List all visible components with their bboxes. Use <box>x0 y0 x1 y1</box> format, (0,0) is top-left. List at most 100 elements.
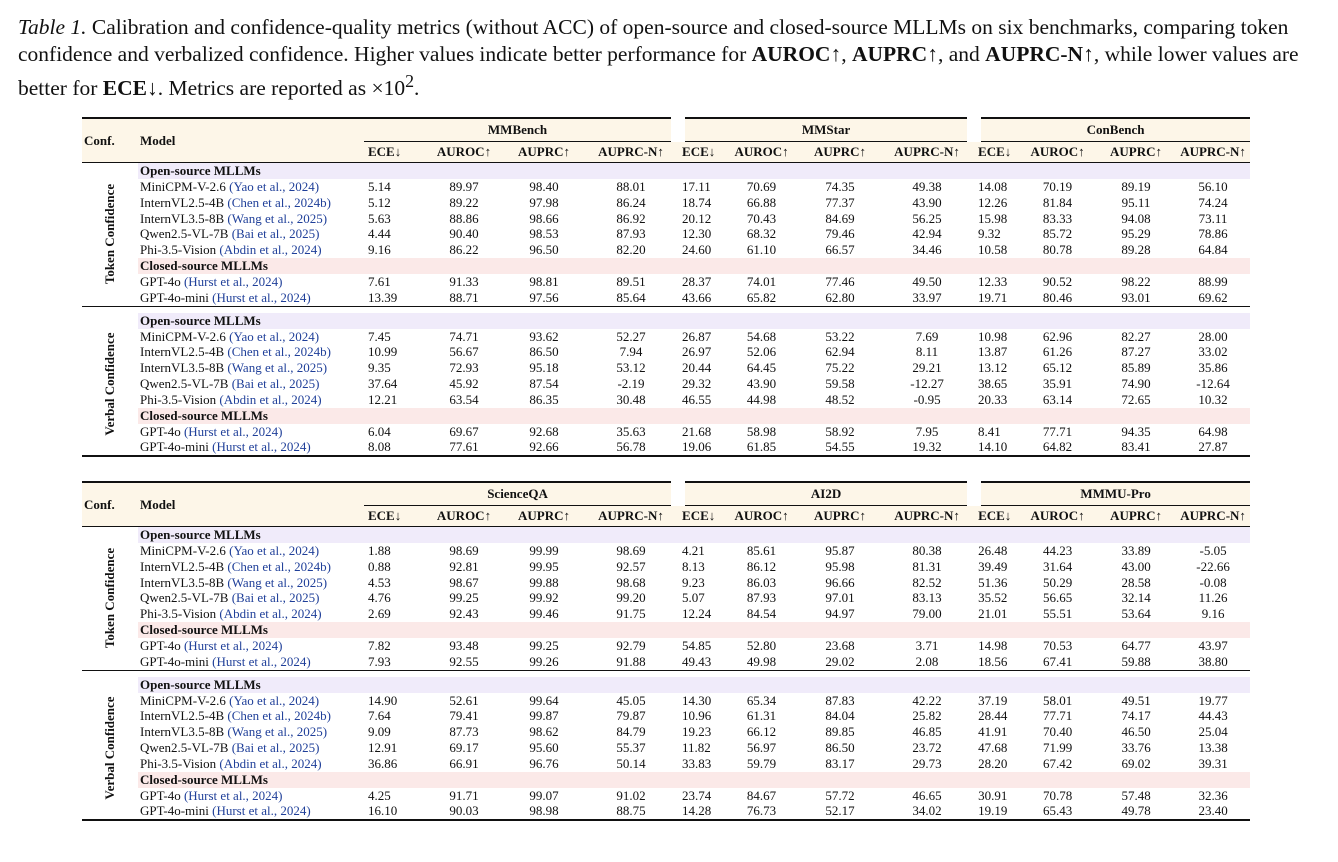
value-cell: -0.08 <box>1199 574 1227 590</box>
value-cell: 98.62 <box>529 724 559 740</box>
value-cell: 69.67 <box>449 423 479 439</box>
model-cell: Phi-3.5-Vision (Abdin et al., 2024) <box>138 392 364 408</box>
value-cell: 91.88 <box>584 653 679 671</box>
value-cell: 64.82 <box>1019 439 1097 458</box>
citation-link[interactable]: (Abdin et al., 2024) <box>219 242 322 258</box>
citation-link[interactable]: (Yao et al., 2024) <box>229 328 320 344</box>
value-cell: 66.12 <box>746 724 777 740</box>
model-cell: InternVL2.5-4B (Chen et al., 2024b) <box>138 559 364 575</box>
metric-header-row: ECE↓ AUROC↑ AUPRC↑ AUPRC-N↑ ECE↓ AUROC↑ AUPRC↑… <box>82 141 1251 163</box>
conf-cell: Verbal Confidence <box>82 676 138 822</box>
citation-link[interactable]: (Hurst et al., 2024) <box>212 653 311 669</box>
caption-segment: , while lower values are better for <box>18 42 1299 101</box>
metric-header-row: ECE↓ AUROC↑ AUPRC↑ AUPRC-N↑ ECE↓ AUROC↑ AUPRC↑… <box>82 505 1251 527</box>
table-row: InternVL2.5-4B (Chen et al., 2024b) 0.88 9… <box>82 559 1250 575</box>
value-cell: 76.73 <box>723 803 801 822</box>
table-row: MiniCPM-V-2.6 (Yao et al., 2024) 1.88 98.6… <box>82 543 1250 559</box>
citation-link[interactable]: (Hurst et al., 2024) <box>212 803 311 819</box>
section-row-closed: Closed-source MLLMs <box>82 407 1251 424</box>
metric-header: ECE↓ <box>678 141 724 163</box>
value-cell: 88.86 <box>449 210 479 226</box>
model-cell: Phi-3.5-Vision (Abdin et al., 2024) <box>138 756 364 772</box>
conf-header: Conf. <box>82 117 138 163</box>
value-cell: 91.75 <box>616 606 646 622</box>
benchmark-header: MMMU-Pro <box>974 481 1251 506</box>
value-cell: 8.13 <box>682 558 705 574</box>
metric-header: AUPRC↑ <box>1096 505 1177 527</box>
caption-segment: AUPRC-N↑ <box>985 42 1094 66</box>
value-cell: 28.37 <box>682 273 712 289</box>
citation-link[interactable]: (Bai et al., 2025) <box>231 739 320 755</box>
citation-link[interactable]: (Yao et al., 2024) <box>229 179 320 194</box>
table-row: InternVL2.5-4B (Chen et al., 2024b) 7.64 7… <box>82 708 1250 724</box>
citation-link[interactable]: (Abdin et al., 2024) <box>219 606 322 622</box>
section-label-closed: Closed-source MLLMs <box>138 771 1251 788</box>
value-cell: 59.58 <box>825 375 855 391</box>
value-cell: 20.12 <box>682 210 712 226</box>
table-row: InternVL2.5-4B (Chen et al., 2024b) 5.12 8… <box>82 195 1250 211</box>
value-cell: 28.20 <box>978 755 1008 771</box>
table-row: InternVL3.5-8B (Wang et al., 2025) 9.35 72… <box>82 360 1250 376</box>
citation-link[interactable]: (Hurst et al., 2024) <box>212 289 311 305</box>
citation-link[interactable]: (Bai et al., 2025) <box>231 375 320 391</box>
metrics-table: Conf. Model MMBench MMStar ConBench ECE↓ AUROC… <box>82 117 1251 458</box>
citation-link[interactable]: (Chen et al., 2024b) <box>227 344 331 360</box>
value-cell: 28.58 <box>1121 574 1151 590</box>
value-cell: 77.46 <box>825 273 855 289</box>
citation-link[interactable]: (Yao et al., 2024) <box>229 543 320 558</box>
value-cell: 95.11 <box>1121 194 1151 210</box>
model-cell: GPT-4o (Hurst et al., 2024) <box>138 274 364 290</box>
citation-link[interactable]: (Hurst et al., 2024) <box>183 787 283 803</box>
table-row: Qwen2.5-VL-7B (Bai et al., 2025) 37.64 45.… <box>82 376 1250 392</box>
value-cell: 35.52 <box>978 590 1008 606</box>
value-cell: 45.05 <box>616 692 646 708</box>
citation-link[interactable]: (Wang et al., 2025) <box>227 210 328 226</box>
citation-link[interactable]: (Wang et al., 2025) <box>227 574 328 590</box>
citation-link[interactable]: (Chen et al., 2024b) <box>227 558 331 574</box>
citation-link[interactable]: (Wang et al., 2025) <box>227 724 328 740</box>
value-cell: 31.64 <box>1042 558 1073 574</box>
citation-link[interactable]: (Abdin et al., 2024) <box>219 391 322 407</box>
citation-link[interactable]: (Hurst et al., 2024) <box>212 439 311 455</box>
value-cell: 82.52 <box>912 574 942 590</box>
value-cell: 69.17 <box>449 739 479 755</box>
citation-link[interactable]: (Chen et al., 2024b) <box>227 194 331 210</box>
table-row: Phi-3.5-Vision (Abdin et al., 2024) 9.16 8… <box>82 242 1250 258</box>
citation-link[interactable]: (Hurst et al., 2024) <box>183 273 283 289</box>
model-cell: InternVL3.5-8B (Wang et al., 2025) <box>138 724 364 740</box>
value-cell: 46.85 <box>912 724 942 740</box>
value-cell: 9.16 <box>368 242 391 258</box>
model-name: Phi-3.5-Vision <box>140 755 217 771</box>
value-cell: 67.41 <box>1019 653 1097 671</box>
value-cell: 92.43 <box>449 606 479 622</box>
citation-link[interactable]: (Wang et al., 2025) <box>227 360 328 376</box>
table-row: GPT-4o (Hurst et al., 2024) 4.25 91.71 99.0… <box>82 788 1250 804</box>
citation-link[interactable]: (Chen et al., 2024b) <box>227 708 331 724</box>
citation-link[interactable]: (Bai et al., 2025) <box>231 226 320 242</box>
value-cell: 85.61 <box>746 543 777 558</box>
value-cell: 84.69 <box>825 210 855 226</box>
citation-link[interactable]: (Yao et al., 2024) <box>229 692 320 708</box>
value-cell: 64.98 <box>1198 423 1228 439</box>
value-cell: 88.99 <box>1198 273 1228 289</box>
citation-link[interactable]: (Bai et al., 2025) <box>231 590 320 606</box>
value-cell: 83.41 <box>1096 439 1177 458</box>
citation-link[interactable]: (Hurst et al., 2024) <box>183 637 283 653</box>
value-cell: 84.67 <box>746 787 777 803</box>
value-cell: 89.85 <box>825 724 855 740</box>
model-name: Phi-3.5-Vision <box>140 242 217 258</box>
value-cell: 84.04 <box>825 708 855 724</box>
caption-segment: ECE↓ <box>102 76 158 101</box>
value-cell: 86.50 <box>529 344 559 360</box>
citation-link[interactable]: (Hurst et al., 2024) <box>183 423 283 439</box>
value-cell: 8.08 <box>364 439 424 458</box>
metric-header: AUPRC-N↑ <box>1176 505 1251 527</box>
model-name: InternVL2.5-4B <box>140 344 225 360</box>
value-cell: 79.00 <box>912 606 942 622</box>
citation-link[interactable]: (Abdin et al., 2024) <box>219 755 322 771</box>
table-row: InternVL2.5-4B (Chen et al., 2024b) 10.99… <box>82 344 1250 360</box>
value-cell: 56.97 <box>746 739 777 755</box>
model-name: GPT-4o-mini <box>140 439 209 455</box>
value-cell: 49.38 <box>912 179 942 194</box>
value-cell: 19.06 <box>678 439 724 458</box>
